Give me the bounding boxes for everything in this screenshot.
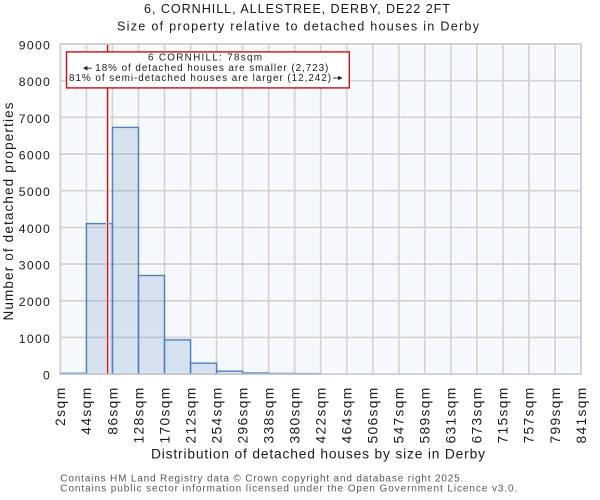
svg-text:715sqm: 715sqm <box>496 388 511 444</box>
svg-text:2000: 2000 <box>19 295 50 309</box>
svg-text:5000: 5000 <box>19 185 50 199</box>
svg-text:Number of detached properties: Number of detached properties <box>1 102 16 320</box>
svg-text:422sqm: 422sqm <box>314 388 329 444</box>
svg-text:170sqm: 170sqm <box>157 388 172 444</box>
svg-text:589sqm: 589sqm <box>418 388 433 444</box>
svg-text:338sqm: 338sqm <box>261 388 276 444</box>
svg-text:128sqm: 128sqm <box>131 388 146 444</box>
svg-text:673sqm: 673sqm <box>470 388 485 444</box>
svg-text:86sqm: 86sqm <box>105 388 120 435</box>
svg-text:4000: 4000 <box>19 222 50 236</box>
svg-text:0: 0 <box>43 369 50 383</box>
svg-text:506sqm: 506sqm <box>366 388 381 444</box>
svg-text:212sqm: 212sqm <box>183 388 198 444</box>
svg-text:9000: 9000 <box>19 39 50 53</box>
svg-text:799sqm: 799sqm <box>548 388 563 444</box>
svg-text:6000: 6000 <box>19 149 50 163</box>
svg-text:Contains HM Land Registry data: Contains HM Land Registry data © Crown c… <box>60 474 463 485</box>
svg-text:44sqm: 44sqm <box>79 388 94 435</box>
svg-text:6 CORNHILL: 78sqm: 6 CORNHILL: 78sqm <box>148 53 262 64</box>
svg-text:464sqm: 464sqm <box>340 388 355 444</box>
svg-text:1000: 1000 <box>19 332 50 346</box>
svg-text:254sqm: 254sqm <box>209 388 224 444</box>
svg-text:81% of semi-detached houses ar: 81% of semi-detached houses are larger (… <box>69 73 331 84</box>
svg-text:2sqm: 2sqm <box>53 388 68 426</box>
svg-text:547sqm: 547sqm <box>392 388 407 444</box>
svg-text:757sqm: 757sqm <box>522 388 537 444</box>
svg-text:841sqm: 841sqm <box>574 388 589 444</box>
svg-text:8000: 8000 <box>19 75 50 89</box>
svg-text:7000: 7000 <box>19 112 50 126</box>
svg-text:3000: 3000 <box>19 259 50 273</box>
svg-text:631sqm: 631sqm <box>444 388 459 444</box>
svg-text:Contains public sector informa: Contains public sector information licen… <box>60 483 517 494</box>
svg-text:6, CORNHILL, ALLESTREE, DERBY,: 6, CORNHILL, ALLESTREE, DERBY, DE22 2FT <box>144 2 450 16</box>
svg-text:Distribution of detached house: Distribution of detached houses by size … <box>151 447 485 462</box>
svg-text:18% of detached houses are sma: 18% of detached houses are smaller (2,72… <box>95 63 328 74</box>
svg-text:380sqm: 380sqm <box>287 388 302 444</box>
svg-text:296sqm: 296sqm <box>235 388 250 444</box>
svg-text:Size of property relative to d: Size of property relative to detached ho… <box>117 19 480 33</box>
